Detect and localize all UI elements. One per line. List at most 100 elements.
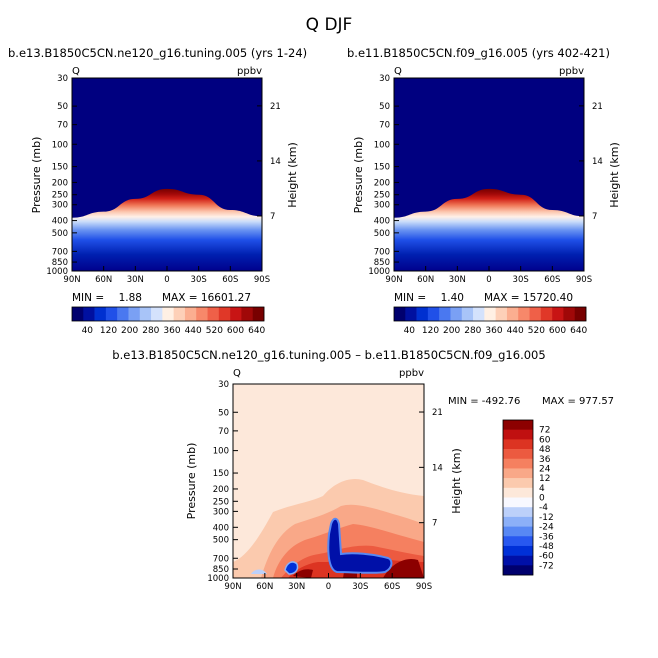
y-tick-label: 250 — [374, 191, 390, 201]
colorbar-label: 0 — [539, 494, 545, 504]
panel-3: b.e13.B1850C5CN.ne120_g16.tuning.005 – b… — [112, 348, 614, 592]
y-tick-label: 250 — [213, 497, 229, 507]
panel-3-negative-anomaly — [327, 517, 393, 574]
y-tick-label: 700 — [52, 247, 68, 257]
y-tick-label: 200 — [52, 178, 68, 188]
colorbar-label: 520 — [206, 326, 223, 336]
colorbar-swatch — [552, 307, 564, 321]
panel-2: b.e11.B1850C5CN.f09_g16.005 (yrs 402-421… — [347, 46, 621, 336]
y-tick-label: 70 — [379, 121, 390, 131]
panel-1-min-label: MIN = — [72, 292, 104, 304]
x-tick-label: 90N — [63, 275, 80, 285]
colorbar-swatch — [94, 307, 107, 321]
y-tick-label: 700 — [213, 554, 229, 564]
panel-3-units-label: ppbv — [399, 368, 424, 379]
colorbar-swatch — [503, 439, 533, 450]
y-tick-label: 850 — [52, 258, 68, 268]
x-tick-label: 60N — [95, 275, 112, 285]
colorbar-swatch — [117, 307, 129, 321]
colorbar-swatch — [503, 478, 533, 489]
colorbar-swatch — [218, 307, 231, 321]
colorbar-swatch — [461, 307, 474, 321]
panel-1-y-axis-label: Pressure (mb) — [30, 137, 43, 214]
colorbar-label: 36 — [539, 455, 551, 465]
colorbar-swatch — [439, 307, 451, 321]
panel-3-negative-anomaly-arctic — [251, 569, 267, 574]
colorbar-label: -24 — [539, 523, 554, 533]
colorbar-label: 360 — [163, 326, 180, 336]
colorbar-swatch — [128, 307, 141, 321]
panel-3-contour-72 — [293, 558, 424, 578]
panel-1-colorbar: 40 120 200 280 360 440 520 600 640 — [71, 306, 266, 336]
colorbar-swatch — [503, 497, 533, 508]
colorbar-swatch — [503, 487, 533, 498]
panel-1-field — [72, 188, 262, 271]
colorbar-label: 24 — [539, 464, 551, 474]
colorbar-label: 520 — [528, 326, 545, 336]
colorbar-swatch — [151, 307, 163, 321]
y-tick-label: 850 — [213, 565, 229, 575]
y-tick-label: 1000 — [368, 267, 390, 277]
colorbar-swatch — [184, 307, 197, 321]
colorbar-swatch — [563, 307, 576, 321]
y-right-tick-label: 7 — [432, 519, 437, 529]
colorbar-swatch — [405, 307, 417, 321]
x-tick-label: 90N — [385, 275, 402, 285]
panel-3-y-right-axis-label: Height (km) — [450, 448, 463, 514]
colorbar-swatch — [162, 307, 174, 321]
colorbar-swatch — [503, 536, 533, 547]
y-tick-label: 150 — [52, 163, 68, 173]
panel-2-min-label: MIN = — [394, 292, 426, 304]
colorbar-label: 440 — [185, 326, 202, 336]
panel-3-max-label: MAX = 977.57 — [542, 396, 614, 407]
y-tick-label: 700 — [374, 247, 390, 257]
colorbar-swatch — [529, 307, 542, 321]
colorbar-swatch — [252, 307, 265, 321]
colorbar-swatch — [196, 307, 208, 321]
colorbar-swatch — [450, 307, 463, 321]
y-right-tick-label: 7 — [592, 212, 597, 222]
panel-1-axes: 90N 60N 30N 0 30S 60S 90S 30 50 70 100 150 200 250300… — [46, 74, 280, 285]
x-tick-label: 90S — [576, 275, 592, 285]
colorbar-label: 640 — [248, 326, 265, 336]
y-right-tick-label: 14 — [270, 157, 281, 167]
y-right-tick-label: 7 — [270, 212, 275, 222]
colorbar-label: 120 — [422, 326, 439, 336]
colorbar-swatch — [503, 458, 533, 469]
colorbar-label: -36 — [539, 532, 554, 542]
y-right-tick-label: 14 — [432, 463, 443, 473]
y-tick-label: 70 — [218, 427, 229, 437]
panel-2-title: b.e11.B1850C5CN.f09_g16.005 (yrs 402-421… — [347, 46, 610, 60]
colorbar-swatch — [416, 307, 429, 321]
colorbar-label: 280 — [142, 326, 159, 336]
x-tick-label: 90S — [254, 275, 270, 285]
y-tick-label: 400 — [213, 523, 229, 533]
y-tick-label: 400 — [52, 217, 68, 227]
x-tick-label: 0 — [486, 275, 491, 285]
colorbar-label: -60 — [539, 552, 554, 562]
colorbar-label: 40 — [404, 326, 416, 336]
x-tick-label: 30S — [513, 275, 529, 285]
x-tick-label: 30N — [288, 582, 305, 592]
x-tick-label: 30N — [449, 275, 466, 285]
y-tick-label: 50 — [218, 408, 229, 418]
colorbar-swatch — [105, 307, 118, 321]
x-tick-label: 60S — [384, 582, 400, 592]
y-tick-label: 300 — [52, 201, 68, 211]
panel-3-field — [233, 478, 424, 578]
colorbar-swatch — [518, 307, 530, 321]
y-tick-label: 500 — [374, 229, 390, 239]
y-tick-label: 500 — [52, 229, 68, 239]
colorbar-label: -4 — [539, 503, 548, 513]
colorbar-label: -48 — [539, 542, 554, 552]
colorbar-swatch — [503, 555, 533, 566]
colorbar-label: -12 — [539, 513, 554, 523]
colorbar-swatch — [503, 526, 533, 537]
colorbar-label: 200 — [121, 326, 138, 336]
colorbar-swatch — [503, 565, 533, 576]
colorbar-label: 360 — [485, 326, 502, 336]
colorbar-swatch — [503, 545, 533, 556]
y-tick-label: 100 — [213, 447, 229, 457]
colorbar-label: 48 — [539, 445, 551, 455]
